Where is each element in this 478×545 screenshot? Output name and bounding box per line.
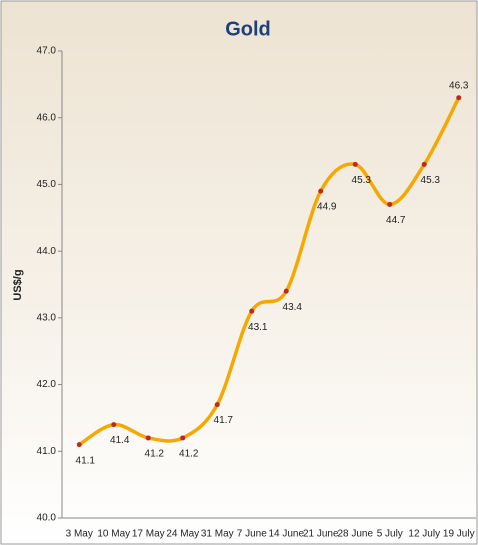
marker: [76, 442, 82, 448]
y-tick-label: 47.0: [37, 46, 57, 57]
y-axis-label: US$/g: [12, 269, 24, 300]
marker: [180, 435, 186, 441]
data-label: 45.3: [352, 175, 372, 186]
data-label: 44.9: [317, 202, 337, 213]
x-tick-label: 19 July: [443, 529, 475, 540]
data-label: 45.3: [421, 175, 441, 186]
marker: [352, 161, 358, 167]
data-label: 41.4: [110, 435, 130, 446]
x-tick-label: 28 June: [337, 529, 373, 540]
y-tick-label: 40.0: [37, 513, 57, 524]
x-tick-label: 14 June: [268, 529, 304, 540]
y-tick-label: 42.0: [37, 379, 57, 390]
y-tick-label: 43.0: [37, 312, 57, 323]
x-tick-label: 24 May: [166, 529, 199, 540]
x-tick-label: 5 July: [377, 529, 403, 540]
marker: [283, 288, 289, 294]
data-label: 41.2: [145, 449, 165, 460]
y-tick-label: 46.0: [37, 112, 57, 123]
marker: [249, 308, 255, 314]
x-tick-label: 21 June: [303, 529, 339, 540]
marker: [421, 161, 427, 167]
data-label: 43.4: [283, 302, 303, 313]
x-tick-label: 3 May: [66, 529, 93, 540]
x-tick-label: 12 July: [408, 529, 440, 540]
marker: [456, 95, 462, 101]
x-tick-label: 10 May: [97, 529, 130, 540]
data-label: 41.7: [214, 415, 234, 426]
x-tick-label: 31 May: [201, 529, 234, 540]
x-tick-label: 17 May: [132, 529, 165, 540]
y-tick-label: 44.0: [37, 246, 57, 257]
marker: [318, 188, 324, 194]
data-label: 41.1: [76, 455, 96, 466]
marker: [111, 422, 117, 428]
data-label: 46.3: [449, 80, 469, 91]
y-tick-label: 41.0: [37, 446, 57, 457]
y-tick-label: 45.0: [37, 179, 57, 190]
marker: [214, 402, 220, 408]
chart-title: Gold: [225, 18, 271, 40]
data-label: 44.7: [386, 215, 406, 226]
x-tick-label: 7 June: [237, 529, 267, 540]
data-label: 41.2: [179, 449, 199, 460]
marker: [145, 435, 151, 441]
marker: [387, 201, 393, 207]
data-label: 43.1: [248, 322, 268, 333]
